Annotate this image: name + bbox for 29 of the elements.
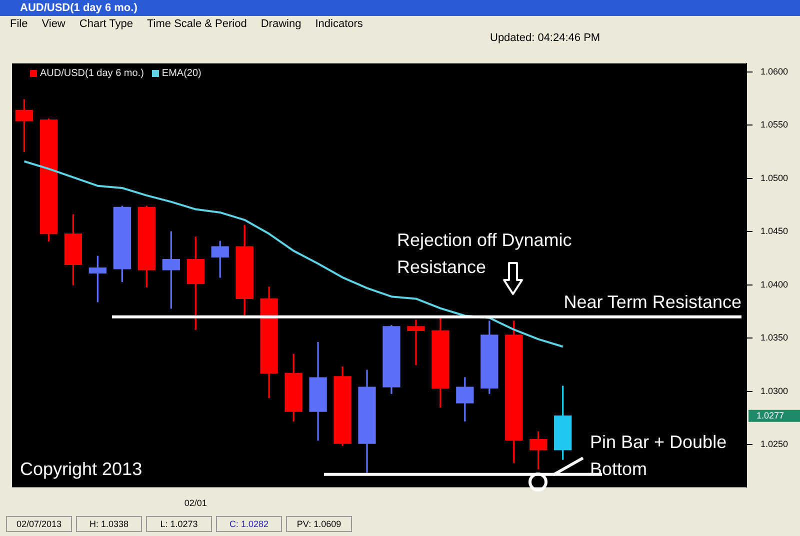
y-tick-label: 1.0400	[760, 279, 788, 290]
annotation: Copyright 2013	[20, 459, 142, 480]
text: C: 1.0282	[216, 516, 282, 532]
y-tick-label: 1.0550	[760, 120, 788, 130]
candlestick	[407, 320, 425, 366]
text: Indicators	[315, 18, 363, 32]
text: Chart Type	[79, 18, 133, 32]
ref-line-label: Near Term Resistance	[564, 292, 742, 312]
text: File	[10, 18, 28, 32]
text: L: 1.0273	[146, 516, 212, 532]
text: Time Scale & Period	[147, 18, 247, 32]
y-tick-label: 1.0500	[760, 172, 788, 183]
text: 1.0277	[756, 410, 784, 420]
x-tick-label: 02/01	[184, 498, 207, 508]
text: Updated: 04:24:46 PM	[490, 32, 600, 44]
legend-label: EMA(20)	[160, 68, 202, 79]
annotation: Rejection off Dynamic Resistance	[397, 230, 572, 277]
text: PV: 1.0609	[286, 516, 352, 532]
legend-label: AUD/USD(1 day 6 mo.)	[39, 68, 144, 79]
y-tick-label: 1.0350	[760, 332, 788, 343]
y-tick-label: 1.0250	[760, 439, 788, 450]
y-tick-label: 1.0450	[760, 226, 788, 236]
text: H: 1.0338	[76, 516, 142, 532]
text: View	[42, 18, 66, 32]
text: 02/07/2013	[6, 516, 72, 532]
y-tick-label: 1.0600	[760, 66, 788, 76]
y-tick-label: 1.0300	[760, 386, 788, 396]
text: Drawing	[260, 18, 302, 32]
chart-title: AUD/USD(1 day 6 mo.)	[0, 0, 800, 16]
